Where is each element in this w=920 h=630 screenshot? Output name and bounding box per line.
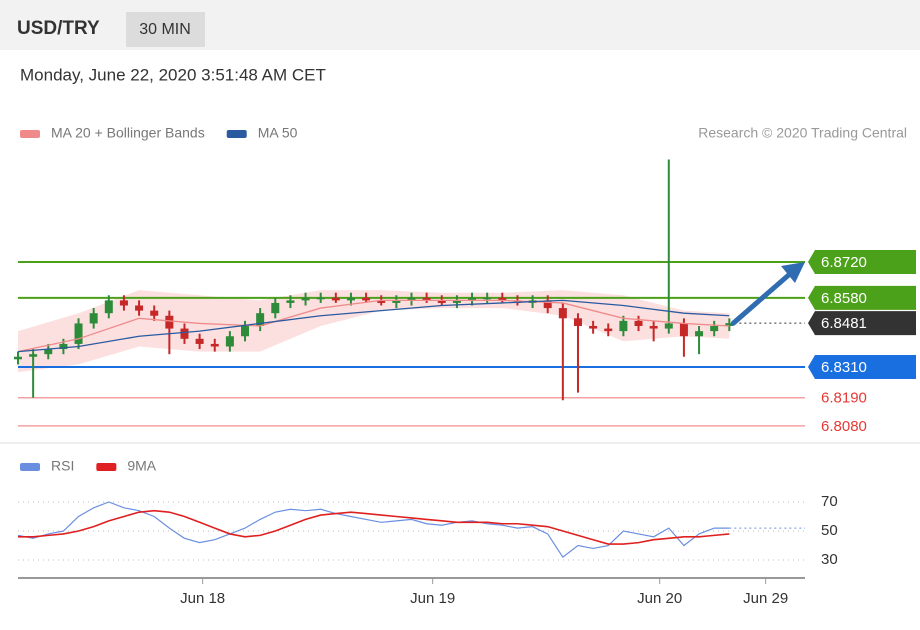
moving-average: [17, 299, 730, 353]
candle-body: [29, 354, 38, 357]
series-line: [17, 501, 730, 559]
level-label-box: [808, 285, 916, 310]
candle-body: [452, 300, 461, 303]
candle-body: [695, 331, 704, 337]
candle-body: [14, 356, 22, 360]
moving-average: [17, 299, 730, 353]
candle-body: [271, 302, 280, 314]
candle-body: [573, 318, 582, 326]
candle-body: [195, 338, 204, 344]
level-label: 6.8720: [821, 254, 867, 271]
x-tick-label: Jun 19: [410, 590, 455, 607]
candle-body: [241, 325, 250, 337]
candle-body: [498, 297, 507, 301]
candle-body: [104, 300, 113, 314]
forecast-arrowhead: [781, 261, 805, 283]
legend-label: MA 20 + Bollinger Bands: [51, 125, 205, 141]
candle-body: [483, 297, 492, 300]
candle-body: [604, 328, 613, 332]
candle-body: [331, 297, 340, 301]
legend-swatch: [226, 130, 247, 138]
legend-label: RSI: [51, 458, 74, 474]
credit: Research © 2020 Trading Central: [698, 125, 907, 141]
legend-swatch: [96, 463, 117, 471]
candle-body: [679, 323, 688, 337]
interval-box[interactable]: [126, 12, 205, 47]
candle-body: [89, 313, 98, 324]
forecast-arrow: [730, 270, 794, 326]
candle-body: [210, 343, 219, 347]
x-tick-label: Jun 18: [180, 590, 225, 607]
candle-body: [301, 297, 310, 301]
x-tick-label: Jun 20: [637, 590, 682, 607]
candle-body: [634, 320, 643, 326]
series-line: [18, 509, 730, 545]
legend-label: MA 50: [258, 125, 298, 141]
candle-body: [392, 300, 401, 303]
candle-body: [256, 313, 265, 326]
level-label: 6.8310: [821, 359, 867, 376]
y-tick-label: 30: [821, 551, 838, 568]
candle-body: [407, 297, 416, 301]
level-label-box: [808, 311, 916, 336]
candle-body: [558, 308, 567, 319]
candle-body: [589, 325, 598, 329]
candle-body: [377, 300, 386, 303]
candle-body: [74, 323, 83, 344]
candle-body: [422, 297, 431, 301]
level-label: 6.8580: [821, 290, 867, 307]
candle-body: [286, 300, 295, 303]
timestamp: Monday, June 22, 2020 3:51:48 AM CET: [20, 65, 326, 84]
candle-body: [135, 305, 144, 311]
candle-body: [165, 315, 174, 329]
candle-body: [346, 297, 355, 301]
candle-body: [225, 336, 234, 347]
candle-body: [664, 323, 673, 329]
y-tick-label: 70: [821, 493, 838, 510]
candle-body: [59, 343, 68, 350]
candle-body: [710, 325, 719, 332]
legend-swatch: [20, 463, 40, 471]
level-label: 6.8080: [821, 418, 867, 435]
legend-label: 9MA: [127, 458, 156, 474]
x-tick-label: Jun 29: [743, 590, 788, 607]
candle-body: [119, 300, 128, 306]
candle-body: [44, 349, 53, 355]
candle-body: [619, 320, 628, 332]
level-label: 6.8481: [821, 315, 867, 332]
level-label: 6.8190: [821, 390, 867, 407]
candle-body: [362, 297, 371, 301]
symbol: USD/TRY: [17, 18, 100, 39]
candle-body: [543, 300, 552, 309]
legend-swatch: [20, 130, 40, 138]
y-tick-label: 50: [821, 522, 838, 539]
candle-body: [316, 297, 325, 300]
candle-body: [725, 323, 734, 326]
candle-body: [437, 300, 446, 303]
bollinger-band: [18, 290, 730, 373]
level-label-box: [808, 354, 916, 379]
interval[interactable]: 30 MIN: [139, 21, 191, 38]
candle-body: [150, 310, 159, 316]
level-label-box: [808, 249, 916, 274]
candle-body: [180, 328, 189, 339]
candle-body: [649, 325, 658, 329]
candle-body: [468, 297, 477, 301]
